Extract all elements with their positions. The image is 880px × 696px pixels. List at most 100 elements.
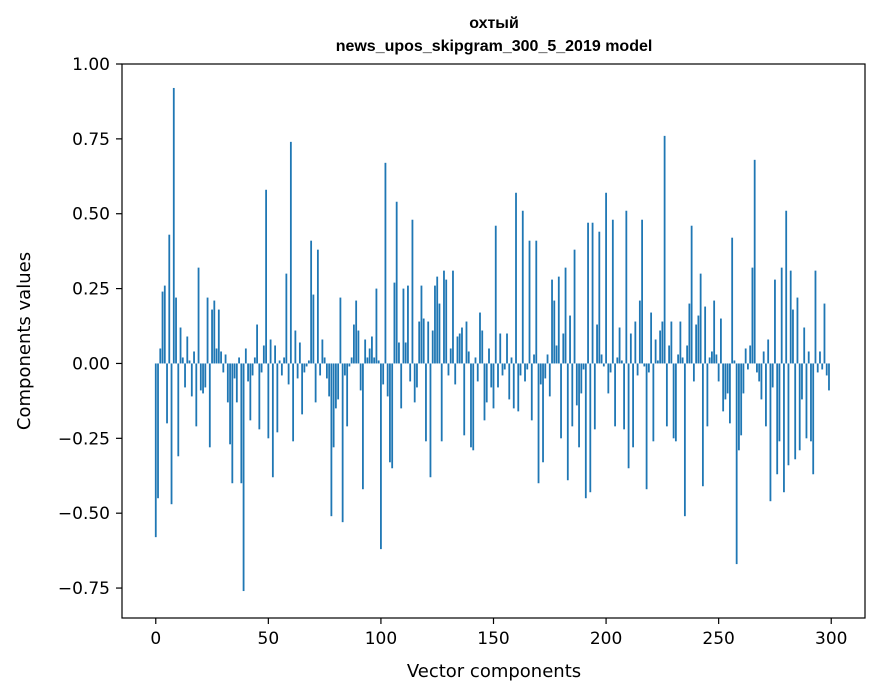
- bar-36: [235, 363, 238, 403]
- x-axis-ticks: 0 50 100 150 200 250 300: [150, 618, 847, 649]
- bar-245: [706, 363, 709, 427]
- bar-195: [593, 363, 596, 430]
- bar-297: [823, 303, 826, 364]
- bar-81: [337, 363, 340, 400]
- bar-240: [695, 324, 698, 364]
- bar-63: [296, 363, 299, 379]
- bar-99: [377, 360, 380, 364]
- bar-256: [731, 237, 734, 364]
- bar-182: [564, 267, 567, 364]
- bar-10: [177, 363, 180, 457]
- bar-259: [738, 363, 740, 451]
- bar-71: [314, 363, 317, 403]
- bar-11: [179, 327, 182, 364]
- bar-69: [310, 240, 313, 364]
- bar-163: [521, 210, 524, 364]
- bar-169: [535, 240, 538, 364]
- bar-155: [503, 363, 506, 370]
- bar-100: [380, 363, 382, 550]
- bar-151: [494, 225, 497, 364]
- bar-159: [512, 363, 515, 409]
- bar-207: [620, 360, 623, 364]
- bar-152: [497, 363, 499, 388]
- bar-179: [557, 276, 560, 364]
- bar-39: [242, 363, 245, 592]
- bar-236: [686, 345, 689, 364]
- bar-243: [701, 363, 704, 487]
- bar-23: [206, 297, 209, 364]
- bar-79: [332, 363, 335, 448]
- bar-242: [699, 273, 702, 364]
- bar-189: [580, 363, 583, 394]
- x-tick-label-150: 150: [477, 629, 509, 649]
- bar-110: [402, 288, 405, 364]
- bar-202: [609, 363, 612, 373]
- bar-58: [285, 273, 288, 364]
- bar-114: [411, 219, 414, 364]
- bar-214: [636, 363, 639, 376]
- bar-233: [679, 321, 682, 364]
- bar-228: [668, 345, 671, 364]
- bar-267: [756, 363, 758, 373]
- bar-220: [650, 312, 653, 364]
- bar-74: [321, 339, 324, 364]
- y-tick-label-0: 1.00: [72, 55, 110, 75]
- x-tick-label-100: 100: [365, 629, 397, 649]
- bar-201: [607, 363, 610, 394]
- bar-298: [825, 363, 828, 376]
- bar-238: [690, 225, 693, 364]
- bar-109: [400, 363, 403, 409]
- bar-145: [481, 330, 484, 364]
- bar-64: [298, 342, 301, 364]
- bar-268: [758, 363, 761, 382]
- bar-274: [771, 363, 774, 388]
- x-tick-label-300: 300: [815, 629, 847, 649]
- bar-76: [325, 363, 328, 379]
- bar-252: [722, 363, 725, 412]
- bar-112: [407, 285, 409, 364]
- bar-251: [720, 318, 722, 364]
- bar-83: [341, 363, 344, 523]
- bar-106: [393, 282, 396, 364]
- bar-147: [485, 363, 488, 403]
- bar-31: [224, 354, 227, 364]
- bar-116: [416, 363, 418, 388]
- bar-269: [760, 363, 763, 400]
- bar-206: [618, 327, 621, 364]
- bar-43: [251, 363, 254, 376]
- bar-53: [274, 345, 276, 364]
- bar-148: [488, 348, 490, 364]
- bar-266: [753, 159, 756, 364]
- bar-95: [368, 348, 371, 364]
- bar-246: [708, 357, 711, 364]
- bar-225: [661, 321, 664, 364]
- bar-144: [479, 312, 481, 364]
- bar-30: [222, 363, 225, 373]
- bar-167: [530, 363, 533, 421]
- bar-254: [726, 363, 729, 394]
- bar-212: [632, 363, 634, 448]
- bar-67: [305, 363, 308, 367]
- bar-105: [391, 363, 394, 469]
- bar-211: [629, 333, 632, 364]
- bar-223: [656, 360, 659, 364]
- bar-203: [611, 219, 614, 364]
- bar-160: [515, 192, 517, 364]
- chart-title-line2: news_upos_skipgram_300_5_2019 model: [336, 38, 653, 55]
- bar-133: [454, 363, 457, 385]
- bar-204: [614, 363, 616, 427]
- bar-289: [805, 363, 808, 439]
- bar-165: [526, 363, 529, 370]
- bar-4: [163, 285, 166, 364]
- bar-177: [553, 300, 556, 364]
- bar-237: [688, 303, 691, 364]
- bar-263: [747, 363, 749, 370]
- bar-73: [319, 363, 322, 376]
- bar-150: [492, 363, 495, 409]
- bar-168: [533, 354, 535, 364]
- bar-197: [598, 231, 601, 364]
- bar-153: [499, 333, 502, 364]
- bar-113: [409, 363, 412, 382]
- bar-93: [364, 339, 367, 364]
